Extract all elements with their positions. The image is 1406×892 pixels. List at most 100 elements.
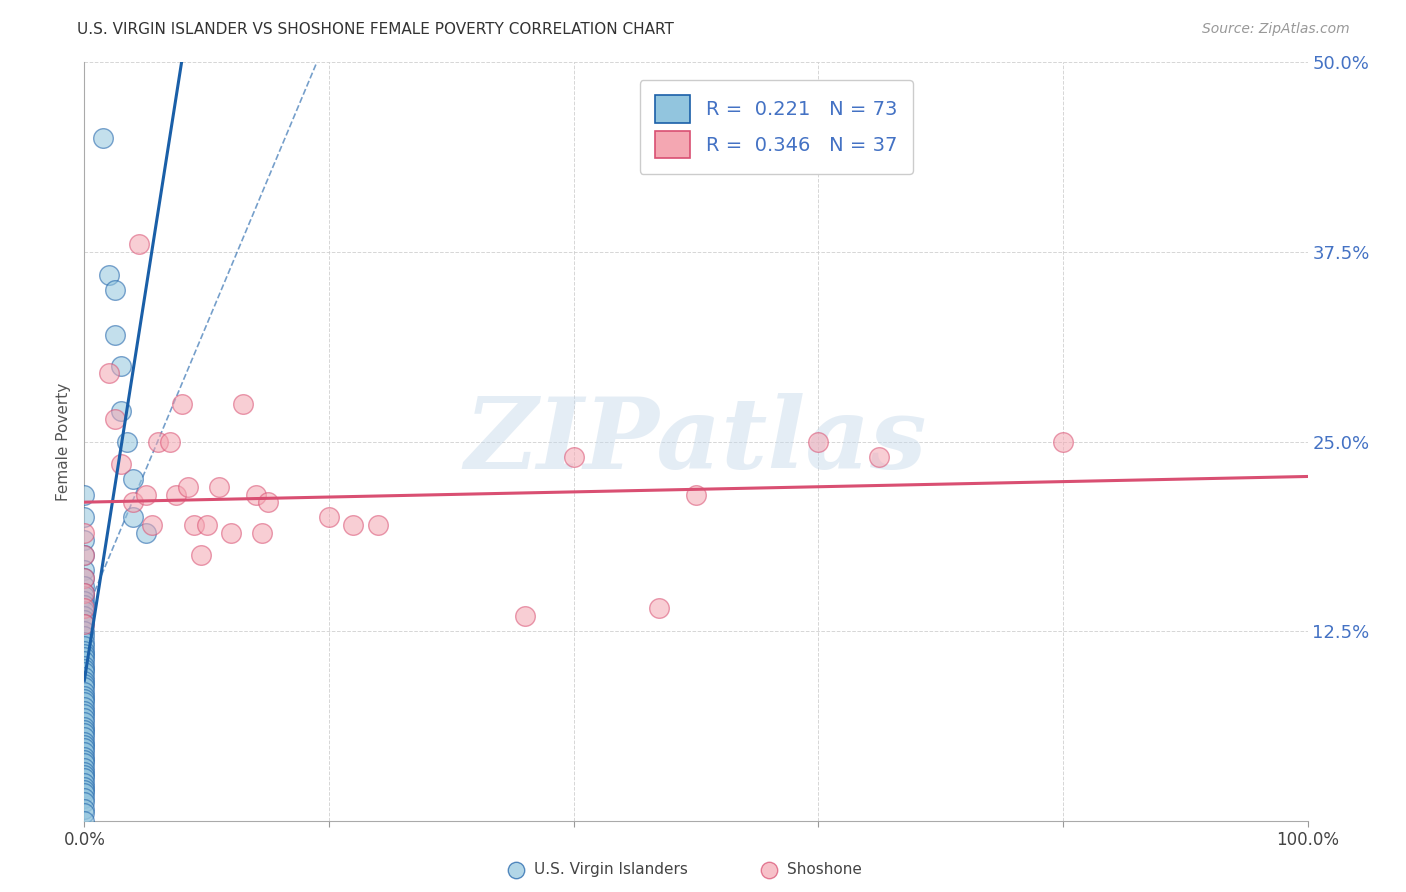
Point	[513, 608, 536, 623]
Point	[250, 525, 273, 540]
Point	[190, 548, 212, 563]
Point	[73, 715, 96, 730]
Point	[104, 412, 127, 426]
Point	[73, 720, 96, 734]
Point	[73, 564, 96, 578]
Point	[110, 404, 132, 418]
Point	[73, 579, 96, 593]
Point	[73, 814, 96, 828]
Point	[73, 768, 96, 782]
Point	[122, 510, 145, 524]
Point	[73, 487, 96, 501]
Point	[318, 510, 340, 524]
Point	[73, 710, 96, 724]
Point	[115, 434, 138, 449]
Point	[73, 692, 96, 706]
Point	[73, 801, 96, 815]
Point	[73, 608, 96, 623]
Point	[367, 517, 389, 532]
Point	[73, 750, 96, 764]
Point	[172, 396, 194, 410]
Point	[219, 525, 242, 540]
Point	[73, 616, 96, 631]
Point	[73, 649, 96, 664]
Point	[73, 746, 96, 760]
Point	[110, 359, 132, 373]
Point	[208, 480, 231, 494]
Point	[758, 863, 780, 877]
Point	[73, 601, 96, 615]
Point	[73, 614, 96, 628]
Point	[73, 735, 96, 749]
Point	[183, 517, 205, 532]
Point	[97, 268, 120, 282]
Point	[73, 644, 96, 658]
Point	[73, 791, 96, 805]
Point	[869, 450, 891, 464]
Point	[232, 396, 254, 410]
Point	[73, 662, 96, 676]
Point	[73, 647, 96, 661]
Point	[73, 705, 96, 719]
Point	[165, 487, 187, 501]
Point	[73, 594, 96, 608]
Point	[73, 669, 96, 683]
Point	[685, 487, 707, 501]
Point	[73, 685, 96, 699]
Point	[73, 783, 96, 797]
Point	[73, 548, 96, 563]
Point	[135, 525, 157, 540]
Point	[73, 753, 96, 767]
Legend: R =  0.221   N = 73, R =  0.346   N = 37: R = 0.221 N = 73, R = 0.346 N = 37	[640, 79, 912, 174]
Point	[73, 659, 96, 673]
Point	[73, 730, 96, 744]
Point	[73, 725, 96, 739]
Point	[257, 495, 280, 509]
Point	[73, 771, 96, 785]
Point	[97, 366, 120, 380]
Point	[91, 131, 114, 145]
Point	[73, 786, 96, 800]
Point	[104, 328, 127, 343]
Point	[177, 480, 200, 494]
Point	[73, 548, 96, 563]
Point	[135, 487, 157, 501]
Point	[73, 738, 96, 752]
Point	[648, 601, 671, 615]
Point	[73, 740, 96, 755]
Point	[141, 517, 163, 532]
Text: Source: ZipAtlas.com: Source: ZipAtlas.com	[1202, 22, 1350, 37]
Point	[1052, 434, 1074, 449]
Point	[73, 599, 96, 613]
Point	[73, 655, 96, 669]
Point	[73, 639, 96, 653]
Point	[505, 863, 527, 877]
Point	[73, 780, 96, 795]
Point	[73, 723, 96, 737]
Point	[73, 695, 96, 709]
Point	[73, 624, 96, 639]
Text: Shoshone: Shoshone	[787, 863, 862, 877]
Point	[73, 586, 96, 600]
Point	[110, 458, 132, 472]
Point	[73, 665, 96, 679]
Point	[73, 677, 96, 691]
Point	[73, 680, 96, 694]
Point	[73, 629, 96, 643]
Y-axis label: Female Poverty: Female Poverty	[56, 383, 72, 500]
Point	[342, 517, 364, 532]
Point	[73, 690, 96, 704]
Point	[128, 237, 150, 252]
Point	[73, 707, 96, 722]
Point	[73, 699, 96, 714]
Point	[73, 776, 96, 790]
Point	[73, 586, 96, 600]
Point	[73, 604, 96, 618]
Point	[73, 510, 96, 524]
Point	[807, 434, 830, 449]
Point	[159, 434, 181, 449]
Point	[73, 533, 96, 548]
Point	[73, 765, 96, 780]
Point	[73, 589, 96, 603]
Point	[73, 571, 96, 585]
